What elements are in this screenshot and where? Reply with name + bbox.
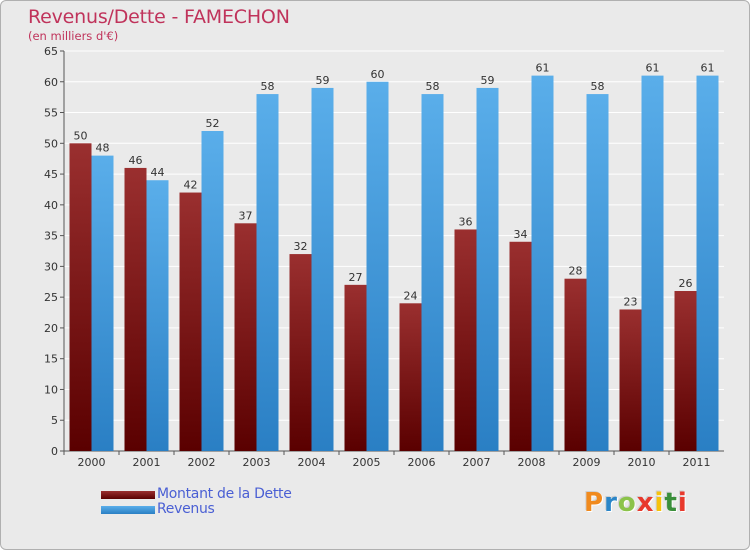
data-label-revenus: 61: [536, 62, 550, 75]
y-tick-label: 55: [44, 107, 58, 120]
x-tick-label: 2003: [243, 456, 271, 469]
y-tick-label: 15: [44, 353, 58, 366]
x-tick-label: 2001: [133, 456, 161, 469]
data-label-dette: 42: [184, 179, 198, 192]
data-label-dette: 28: [569, 265, 583, 278]
proxiti-logo: Proxiti: [584, 488, 688, 518]
data-label-revenus: 58: [261, 80, 275, 93]
data-label-dette: 26: [679, 277, 693, 290]
bar-revenus: [476, 87, 499, 451]
x-tick-label: 2011: [683, 456, 711, 469]
y-tick-label: 60: [44, 76, 58, 89]
data-label-dette: 27: [349, 271, 363, 284]
chart-subtitle: (en milliers d'€): [28, 29, 119, 43]
x-tick-label: 2000: [78, 456, 106, 469]
bar-dette: [289, 254, 312, 451]
legend-label-dette: Montant de la Dette: [157, 486, 292, 502]
bar-revenus: [641, 75, 664, 451]
y-tick-label: 10: [44, 383, 58, 396]
axes: 0 5 10 15 20 25 30 35 40 45 50 55 60 65 2000 2001 2002 20…: [44, 45, 724, 469]
data-label-revenus: 48: [96, 142, 110, 155]
y-tick-label: 20: [44, 322, 58, 335]
y-tick-label: 40: [44, 199, 58, 212]
bar-revenus: [586, 94, 609, 452]
x-tick-label: 2009: [573, 456, 601, 469]
bar-revenus: [311, 87, 334, 451]
legend-swatch-revenus: [101, 506, 155, 514]
legend-swatch-dette: [101, 491, 155, 499]
data-label-revenus: 59: [481, 74, 495, 87]
y-tick-label: 25: [44, 291, 58, 304]
data-label-dette: 34: [514, 228, 528, 241]
data-label-revenus: 58: [591, 80, 605, 93]
data-label-dette: 23: [624, 295, 638, 308]
bar-revenus: [366, 81, 389, 452]
gridlines: [64, 50, 724, 452]
y-tick-label: 65: [44, 45, 58, 58]
bars: [69, 75, 719, 452]
data-label-dette: 50: [74, 129, 88, 142]
y-tick-label: 30: [44, 260, 58, 273]
legend-label-revenus: Revenus: [157, 501, 215, 517]
data-label-dette: 32: [294, 240, 308, 253]
x-tick-label: 2004: [298, 456, 326, 469]
data-label-revenus: 58: [426, 80, 440, 93]
bar-revenus: [91, 155, 114, 451]
x-tick-label: 2006: [408, 456, 436, 469]
bar-dette: [674, 291, 697, 451]
y-tick-label: 0: [51, 445, 58, 458]
data-label-dette: 24: [404, 289, 418, 302]
bar-dette: [399, 303, 422, 451]
bar-revenus: [696, 75, 719, 451]
x-tick-label: 2007: [463, 456, 491, 469]
y-tick-label: 45: [44, 168, 58, 181]
data-label-dette: 36: [459, 215, 473, 228]
bar-revenus: [531, 75, 554, 451]
data-label-revenus: 60: [371, 68, 385, 81]
data-label-revenus: 61: [646, 62, 660, 75]
data-label-revenus: 61: [701, 62, 715, 75]
bar-dette: [454, 229, 477, 451]
x-tick-label: 2010: [628, 456, 656, 469]
data-labels: 50 48 46 44 42 52 37 58 32 59 27 60 24 58 36 59 34 61 28 58…: [74, 62, 715, 309]
chart-title: Revenus/Dette - FAMECHON: [28, 6, 290, 28]
data-label-revenus: 44: [151, 166, 165, 179]
data-label-revenus: 59: [316, 74, 330, 87]
data-label-revenus: 52: [206, 117, 220, 130]
bar-dette: [69, 143, 92, 452]
y-tick-label: 5: [51, 414, 58, 427]
bar-dette: [564, 278, 587, 451]
x-tick-label: 2005: [353, 456, 381, 469]
x-tick-label: 2008: [518, 456, 546, 469]
bar-revenus: [256, 94, 279, 452]
bar-revenus: [201, 131, 224, 451]
data-label-dette: 37: [239, 209, 253, 222]
bar-revenus: [421, 94, 444, 452]
bar-revenus: [146, 180, 169, 451]
bar-dette: [509, 241, 532, 451]
data-label-dette: 46: [129, 154, 143, 167]
bar-dette: [234, 223, 257, 451]
bar-dette: [344, 284, 367, 451]
x-tick-label: 2002: [188, 456, 216, 469]
bar-dette: [619, 309, 642, 451]
bar-dette: [124, 167, 147, 451]
y-tick-label: 35: [44, 230, 58, 243]
bar-dette: [179, 192, 202, 452]
y-tick-label: 50: [44, 137, 58, 150]
